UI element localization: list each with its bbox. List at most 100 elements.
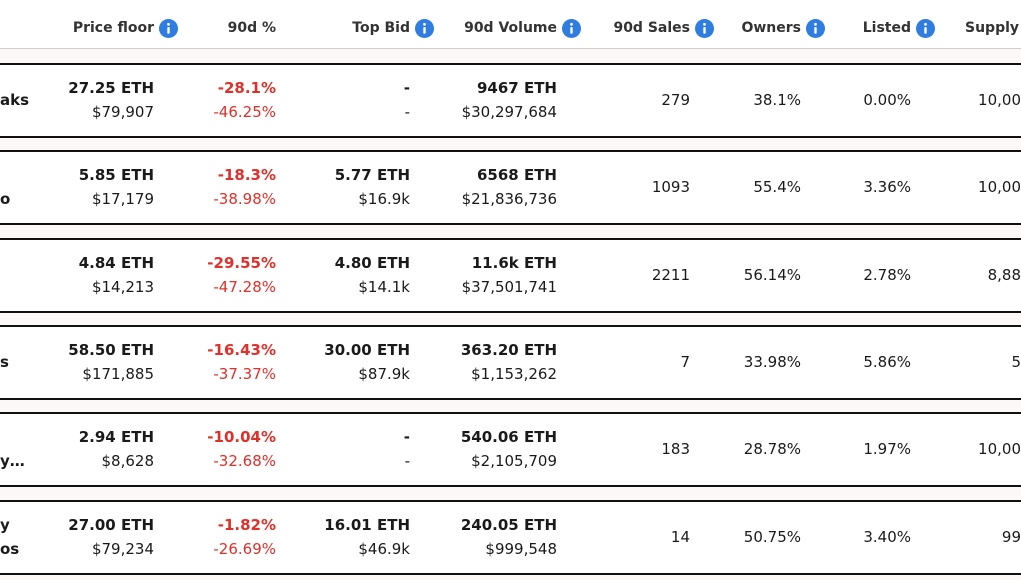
owners: 55.4% xyxy=(753,178,801,197)
column-label: 90d % xyxy=(227,20,276,36)
column-label: Price floor xyxy=(72,20,154,36)
table-row[interactable] xyxy=(0,237,1021,313)
sales-90d: 183 xyxy=(661,440,690,459)
change-90d: -16.43% xyxy=(207,340,276,359)
listed: 3.40% xyxy=(863,527,911,546)
top-bid: 30.00 ETH xyxy=(324,340,410,359)
price-floor: 4.84 ETH xyxy=(78,253,154,272)
column-label: Owners xyxy=(741,20,801,36)
collection-name: aks xyxy=(0,91,30,109)
supply: 10,00 xyxy=(978,178,1021,197)
sales-90d: 7 xyxy=(680,352,690,371)
owners: 50.75% xyxy=(743,527,801,546)
change-90d: -29.55% xyxy=(207,253,276,272)
top-bid: - xyxy=(403,428,410,447)
info-icon[interactable] xyxy=(415,18,434,38)
column-header[interactable]: Supply xyxy=(965,18,1021,38)
volume-90d: $37,501,741 xyxy=(461,277,557,296)
info-icon[interactable] xyxy=(695,18,714,38)
price-floor: $79,234 xyxy=(91,539,154,558)
column-header[interactable]: Price floor xyxy=(73,18,178,38)
info-icon[interactable] xyxy=(562,18,581,38)
listed: 3.36% xyxy=(863,178,911,197)
supply: 10,00 xyxy=(978,91,1021,109)
change-90d: -46.25% xyxy=(213,103,276,121)
price-floor: 27.00 ETH xyxy=(68,515,154,534)
top-bid: 16.01 ETH xyxy=(324,515,410,534)
price-floor: 5.85 ETH xyxy=(78,166,154,185)
owners: 33.98% xyxy=(743,352,801,371)
top-bid: $16.9k xyxy=(358,190,410,209)
table-row[interactable] xyxy=(0,150,1021,226)
listed: 2.78% xyxy=(863,265,911,284)
top-bid: 5.77 ETH xyxy=(334,166,410,185)
sales-90d: 14 xyxy=(670,527,690,546)
volume-90d: $1,153,262 xyxy=(471,364,557,383)
change-90d: -37.37% xyxy=(213,364,276,383)
listed: 0.00% xyxy=(863,91,911,109)
column-label: 90d Sales xyxy=(613,20,690,36)
change-90d: -38.98% xyxy=(213,190,276,209)
volume-90d: 11.6k ETH xyxy=(471,253,557,272)
top-bid: - xyxy=(403,79,410,97)
owners: 28.78% xyxy=(743,440,801,459)
price-floor: 58.50 ETH xyxy=(68,340,154,359)
owners: 38.1% xyxy=(753,91,801,109)
supply: 8,88 xyxy=(987,265,1021,284)
price-floor: $8,628 xyxy=(101,452,155,471)
supply: 99 xyxy=(1001,527,1021,546)
column-header[interactable]: Listed xyxy=(863,18,935,38)
price-floor: $79,907 xyxy=(91,103,154,121)
volume-90d: 540.06 ETH xyxy=(460,428,557,447)
sales-90d: 1093 xyxy=(651,178,690,197)
change-90d: -26.69% xyxy=(213,539,276,558)
table-row[interactable] xyxy=(0,499,1021,575)
column-label: Top Bid xyxy=(352,20,410,36)
info-icon[interactable] xyxy=(159,18,178,38)
top-bid: - xyxy=(404,103,410,121)
price-floor: $171,885 xyxy=(82,364,154,383)
volume-90d: $999,548 xyxy=(485,539,557,558)
collection-name: y… xyxy=(0,452,25,471)
sales-90d: 2211 xyxy=(651,265,690,284)
top-bid: $46.9k xyxy=(358,539,410,558)
top-bid: $14.1k xyxy=(358,277,410,296)
change-90d: -1.82% xyxy=(217,515,276,534)
table-row[interactable] xyxy=(0,412,1021,488)
info-icon[interactable] xyxy=(916,18,935,38)
volume-90d: $30,297,684 xyxy=(461,103,557,121)
volume-90d: 240.05 ETH xyxy=(460,515,557,534)
change-90d: -18.3% xyxy=(217,166,276,185)
top-bid: 4.80 ETH xyxy=(334,253,410,272)
collection-name: s xyxy=(0,352,9,371)
collection-name: o xyxy=(0,190,11,209)
top-bid: $87.9k xyxy=(358,364,410,383)
volume-90d: $2,105,709 xyxy=(471,452,557,471)
column-header[interactable]: Top Bid xyxy=(352,18,434,38)
column-header[interactable]: 90d Sales xyxy=(613,18,714,38)
column-label: Supply xyxy=(965,20,1020,36)
price-floor: 2.94 ETH xyxy=(78,428,154,447)
volume-90d: 9467 ETH xyxy=(476,79,557,97)
price-floor: 27.25 ETH xyxy=(68,79,154,97)
column-header[interactable]: 90d Volume xyxy=(464,18,581,38)
change-90d: -10.04% xyxy=(207,428,276,447)
volume-90d: 363.20 ETH xyxy=(460,340,557,359)
listed: 5.86% xyxy=(863,352,911,371)
change-90d: -32.68% xyxy=(213,452,276,471)
listed: 1.97% xyxy=(863,440,911,459)
info-icon[interactable] xyxy=(806,18,825,38)
column-header[interactable]: 90d % xyxy=(228,18,276,38)
collection-name: os xyxy=(0,539,20,558)
volume-90d: 6568 ETH xyxy=(476,166,557,185)
collection-name: y xyxy=(0,515,10,534)
table-row[interactable] xyxy=(0,324,1021,400)
owners: 56.14% xyxy=(743,265,801,284)
column-label: Listed xyxy=(862,20,911,36)
column-header[interactable]: Owners xyxy=(741,18,825,38)
table-row[interactable] xyxy=(0,63,1021,138)
supply: 10,00 xyxy=(978,440,1021,459)
top-bid: - xyxy=(404,452,410,471)
price-floor: $14,213 xyxy=(91,277,154,296)
